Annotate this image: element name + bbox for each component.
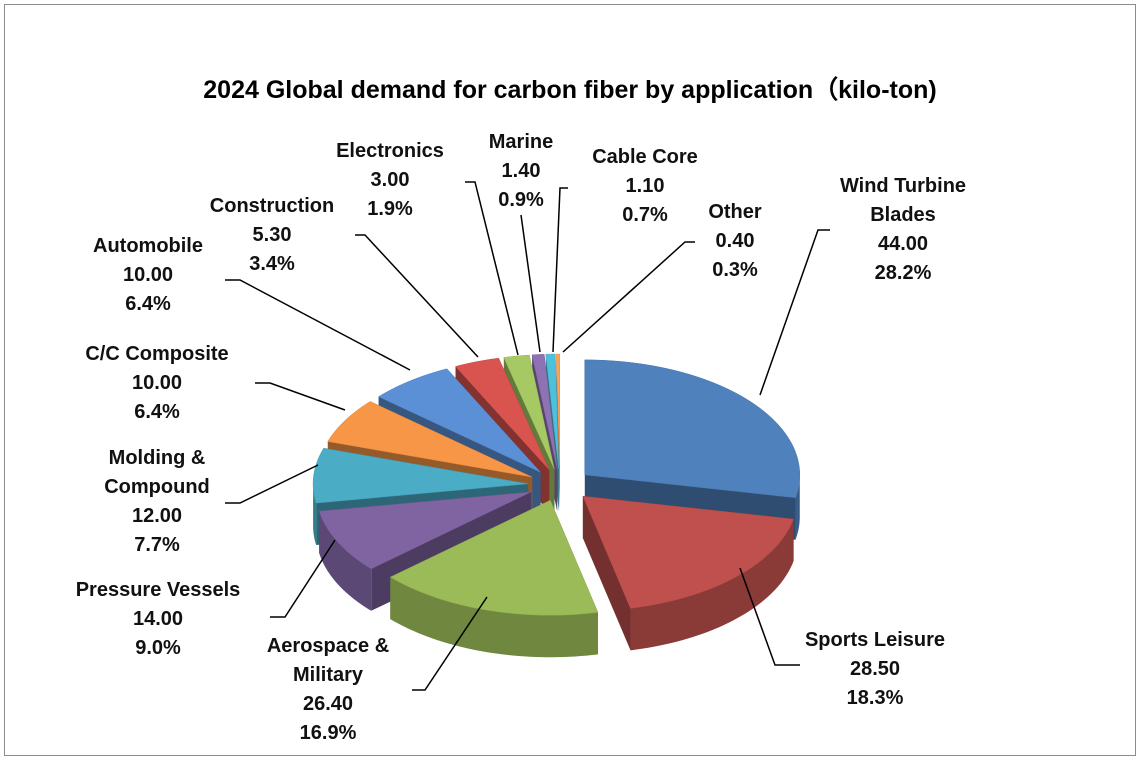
- leader-line: [270, 539, 336, 618]
- value-label: 3.00: [370, 169, 410, 191]
- value-label: 10.00: [122, 264, 174, 286]
- category-label: C/C Composite: [85, 343, 229, 365]
- category-label: Construction: [209, 195, 335, 217]
- percentage-label: 7.7%: [134, 534, 180, 556]
- slice-wall: [630, 519, 794, 651]
- leader-line: [759, 229, 830, 396]
- slice: [378, 368, 541, 473]
- data-label: Electronics 3.00 1.9%: [290, 137, 490, 224]
- category-label: Other: [708, 201, 762, 223]
- slice: [312, 447, 529, 504]
- slice-side: [556, 354, 560, 512]
- value-label: 12.00: [131, 505, 183, 527]
- slice: [503, 354, 555, 470]
- slice-group: [389, 499, 599, 658]
- data-label: Automobile 10.00 6.4%: [48, 232, 248, 319]
- data-label: Cable Core 1.10 0.7%: [565, 143, 725, 230]
- value-label: 28.50: [849, 658, 901, 680]
- category-label: Wind Turbine Blades: [839, 175, 967, 226]
- percentage-label: 1.9%: [367, 198, 413, 220]
- category-label: Sports Leisure: [804, 629, 946, 651]
- slice: [389, 499, 599, 616]
- data-label: Other 0.40 0.3%: [675, 198, 795, 285]
- slice: [531, 354, 558, 470]
- data-label: Construction 5.30 3.4%: [172, 192, 372, 279]
- leader-line: [739, 567, 800, 666]
- value-label: 44.00: [877, 233, 929, 255]
- slice-group: [582, 495, 794, 651]
- leader-line: [562, 241, 695, 353]
- percentage-label: 28.2%: [874, 262, 932, 284]
- slice-wall: [319, 511, 372, 611]
- category-label: Molding & Compound: [104, 447, 210, 498]
- percentage-label: 0.9%: [498, 189, 544, 211]
- leader-line: [552, 187, 568, 353]
- slice: [556, 353, 560, 470]
- percentage-label: 6.4%: [125, 293, 171, 315]
- chart-title: 2024 Global demand for carbon fiber by a…: [203, 76, 937, 104]
- data-label: Wind Turbine Blades 44.00 28.2%: [823, 172, 983, 288]
- slice: [545, 353, 560, 470]
- slice-group: [556, 353, 560, 512]
- category-label: Marine: [488, 131, 554, 153]
- slice: [327, 401, 533, 478]
- leader-line: [412, 596, 488, 691]
- value-label: 1.10: [625, 175, 665, 197]
- category-label: Automobile: [93, 235, 203, 257]
- percentage-label: 0.7%: [622, 204, 668, 226]
- value-label: 10.00: [131, 372, 183, 394]
- data-label: Marine 1.40 0.9%: [461, 128, 581, 215]
- data-label: Sports Leisure 28.50 18.3%: [775, 626, 975, 713]
- value-label: 5.30: [252, 224, 292, 246]
- leader-line: [355, 234, 479, 358]
- category-label: Cable Core: [592, 146, 698, 168]
- value-label: 26.40: [302, 693, 354, 715]
- category-label: Pressure Vessels: [75, 579, 241, 601]
- slice: [584, 359, 801, 499]
- slice: [582, 495, 794, 609]
- percentage-label: 0.3%: [712, 259, 758, 281]
- category-label: Aerospace & Military: [266, 635, 390, 686]
- leader-line: [465, 181, 519, 356]
- data-label: Pressure Vessels 14.00 9.0%: [38, 576, 278, 663]
- slice-wall: [390, 577, 598, 658]
- leader-line: [225, 464, 319, 504]
- percentage-label: 18.3%: [846, 687, 904, 709]
- data-label: Aerospace & Military 26.40 16.9%: [253, 632, 403, 748]
- category-label: Electronics: [336, 140, 444, 162]
- slice: [455, 357, 550, 471]
- data-label: C/C Composite 10.00 6.4%: [57, 340, 257, 427]
- leader-line: [520, 214, 541, 353]
- value-label: 1.40: [501, 160, 541, 182]
- slice: [318, 491, 532, 570]
- leader-line: [225, 279, 411, 371]
- value-label: 14.00: [132, 608, 184, 630]
- percentage-label: 3.4%: [249, 253, 295, 275]
- slice-wall: [313, 483, 317, 546]
- percentage-label: 9.0%: [135, 637, 181, 659]
- percentage-label: 16.9%: [299, 722, 357, 744]
- data-label: Molding & Compound 12.00 7.7%: [92, 444, 222, 560]
- slice-wall: [795, 474, 800, 540]
- percentage-label: 6.4%: [134, 401, 180, 423]
- leader-line: [255, 382, 346, 411]
- value-label: 0.40: [715, 230, 755, 252]
- slice-side: [582, 496, 631, 651]
